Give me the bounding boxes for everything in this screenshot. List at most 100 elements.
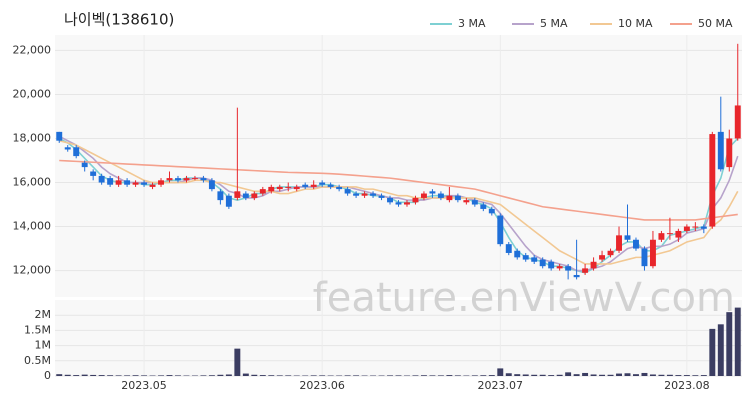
y-tick-label: 2M — [35, 308, 52, 321]
volume-bar — [726, 312, 733, 376]
candle-body — [599, 255, 606, 260]
legend-label: 10 MA — [618, 17, 653, 30]
candle-body — [446, 195, 453, 201]
y-tick-label: 1.5M — [24, 323, 51, 336]
volume-bar — [132, 375, 139, 376]
candle-body — [616, 235, 622, 251]
candle-body — [361, 193, 368, 196]
volume-bar — [344, 375, 351, 376]
volume-bar — [353, 375, 360, 376]
candle-body — [158, 180, 164, 185]
candle-body — [183, 178, 190, 181]
volume-bar — [412, 375, 419, 376]
candle-body — [64, 147, 71, 150]
candle-body — [208, 180, 215, 190]
ma-line — [59, 139, 739, 265]
volume-bar — [522, 374, 529, 376]
y-tick-label: 22,000 — [13, 43, 52, 56]
x-tick-label: 2023.08 — [664, 379, 710, 392]
volume-bar — [387, 375, 393, 376]
volume-bar — [471, 375, 478, 376]
y-tick-label: 16,000 — [13, 176, 52, 189]
volume-bar — [700, 375, 707, 376]
volume-bar — [98, 375, 105, 376]
volume-bar — [225, 374, 232, 376]
candle-body — [90, 171, 97, 176]
volume-bar — [488, 375, 495, 376]
candle-body — [709, 134, 716, 227]
y-tick-label: 1M — [35, 339, 52, 352]
volume-bar — [480, 375, 487, 376]
candle-body — [336, 186, 343, 190]
candle-body — [590, 261, 597, 269]
candle-body — [285, 186, 292, 188]
candle-body — [395, 202, 402, 205]
candle-body — [480, 204, 487, 209]
candle-body — [259, 189, 266, 194]
volume-bar — [115, 375, 122, 376]
candle-body — [497, 215, 504, 245]
y-tick-label: 0.5M — [24, 354, 51, 367]
candle-body — [675, 230, 682, 238]
candle-body — [565, 266, 572, 271]
candle-body — [505, 244, 512, 253]
volume-bar — [175, 375, 181, 376]
volume-bar — [81, 374, 88, 376]
volume-bar — [514, 374, 521, 376]
x-tick-label: 2023.05 — [121, 379, 167, 392]
candle-body — [225, 195, 232, 207]
candle-body — [251, 193, 258, 198]
candle-body — [539, 259, 546, 267]
candle-body — [268, 186, 275, 192]
candle-body — [175, 178, 181, 181]
volume-bar — [56, 374, 63, 376]
volume-bar — [649, 374, 656, 376]
volume-bar — [658, 374, 665, 376]
volume-bar — [624, 373, 631, 376]
volume-bar — [310, 375, 317, 376]
y-tick-label: 18,000 — [13, 131, 52, 144]
candle-body — [98, 175, 105, 183]
volume-bar — [319, 375, 326, 376]
candle-body — [378, 195, 385, 198]
volume-bar — [64, 374, 71, 376]
candle-body — [276, 186, 283, 190]
candle-body — [666, 233, 673, 235]
candle-body — [531, 257, 538, 262]
legend-label: 50 MA — [698, 17, 733, 30]
legend-label: 3 MA — [458, 17, 486, 30]
candle-body — [420, 193, 427, 198]
volume-bar — [395, 375, 402, 376]
volume-bar — [717, 324, 724, 376]
candle-body — [471, 200, 478, 205]
candle-body — [548, 261, 555, 269]
volume-bar — [616, 373, 622, 376]
candle-body — [124, 180, 131, 185]
candle-body — [633, 239, 639, 249]
volume-bar — [268, 375, 275, 376]
volume-bar — [208, 375, 215, 376]
volume-bar — [692, 375, 699, 376]
candle-body — [191, 178, 198, 180]
volume-bar — [590, 374, 597, 376]
y-tick-label: 20,000 — [13, 87, 52, 100]
candle-body — [166, 178, 173, 181]
volume-bar — [200, 375, 207, 376]
volume-bar — [683, 375, 690, 376]
candle-body — [115, 180, 122, 185]
candle-body — [726, 138, 733, 168]
candle-body — [734, 105, 741, 139]
candle-body — [149, 184, 156, 187]
volume-bar — [539, 374, 546, 376]
candle-body — [81, 162, 88, 168]
volume-bar — [666, 374, 673, 376]
candle-body — [454, 195, 461, 201]
volume-bar — [166, 375, 173, 376]
volume-bar — [556, 374, 563, 376]
candle-body — [319, 182, 326, 185]
volume-bar — [429, 375, 436, 376]
volume-bar — [124, 375, 131, 376]
y-tick-label: 14,000 — [13, 220, 52, 233]
